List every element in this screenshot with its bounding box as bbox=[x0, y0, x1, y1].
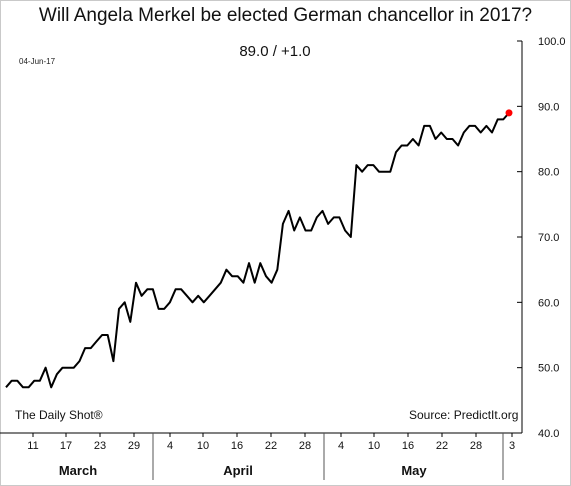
x-tick-label: 10 bbox=[197, 440, 209, 452]
x-tick-label: 16 bbox=[402, 440, 414, 452]
x-tick-label: 16 bbox=[231, 440, 243, 452]
x-tick-label: 11 bbox=[27, 440, 38, 452]
last-point-marker bbox=[505, 109, 513, 117]
x-tick-label: 17 bbox=[60, 440, 72, 452]
x-tick-label: 28 bbox=[470, 440, 482, 452]
x-tick-label: 3 bbox=[509, 440, 515, 452]
x-tick-label: 29 bbox=[128, 440, 140, 452]
y-tick-label: 100.0 bbox=[538, 36, 566, 48]
chart-title: Will Angela Merkel be elected German cha… bbox=[38, 5, 533, 26]
brand-label: The Daily Shot® bbox=[15, 408, 103, 422]
y-tick-label: 40.0 bbox=[538, 428, 559, 440]
last-value-readout: 89.0 / +1.0 bbox=[239, 43, 311, 60]
x-tick-label: 4 bbox=[167, 440, 173, 452]
y-tick-label: 70.0 bbox=[538, 232, 559, 244]
x-tick-label: 23 bbox=[94, 440, 106, 452]
month-label: May bbox=[401, 463, 427, 478]
month-label: April bbox=[223, 463, 253, 478]
month-label: March bbox=[59, 463, 97, 478]
y-tick-label: 80.0 bbox=[538, 167, 559, 179]
series-line bbox=[5, 112, 510, 389]
source-label: Source: PredictIt.org bbox=[409, 408, 519, 422]
x-tick-label: 22 bbox=[265, 440, 277, 452]
x-tick-label: 4 bbox=[338, 440, 344, 452]
y-tick-label: 50.0 bbox=[538, 363, 559, 375]
x-tick-label: 22 bbox=[436, 440, 448, 452]
x-tick-label: 28 bbox=[299, 440, 311, 452]
y-tick-label: 90.0 bbox=[538, 101, 559, 113]
y-tick-label: 60.0 bbox=[538, 297, 559, 309]
date-stamp: 04-Jun-17 bbox=[19, 57, 56, 66]
x-tick-label: 10 bbox=[368, 440, 380, 452]
